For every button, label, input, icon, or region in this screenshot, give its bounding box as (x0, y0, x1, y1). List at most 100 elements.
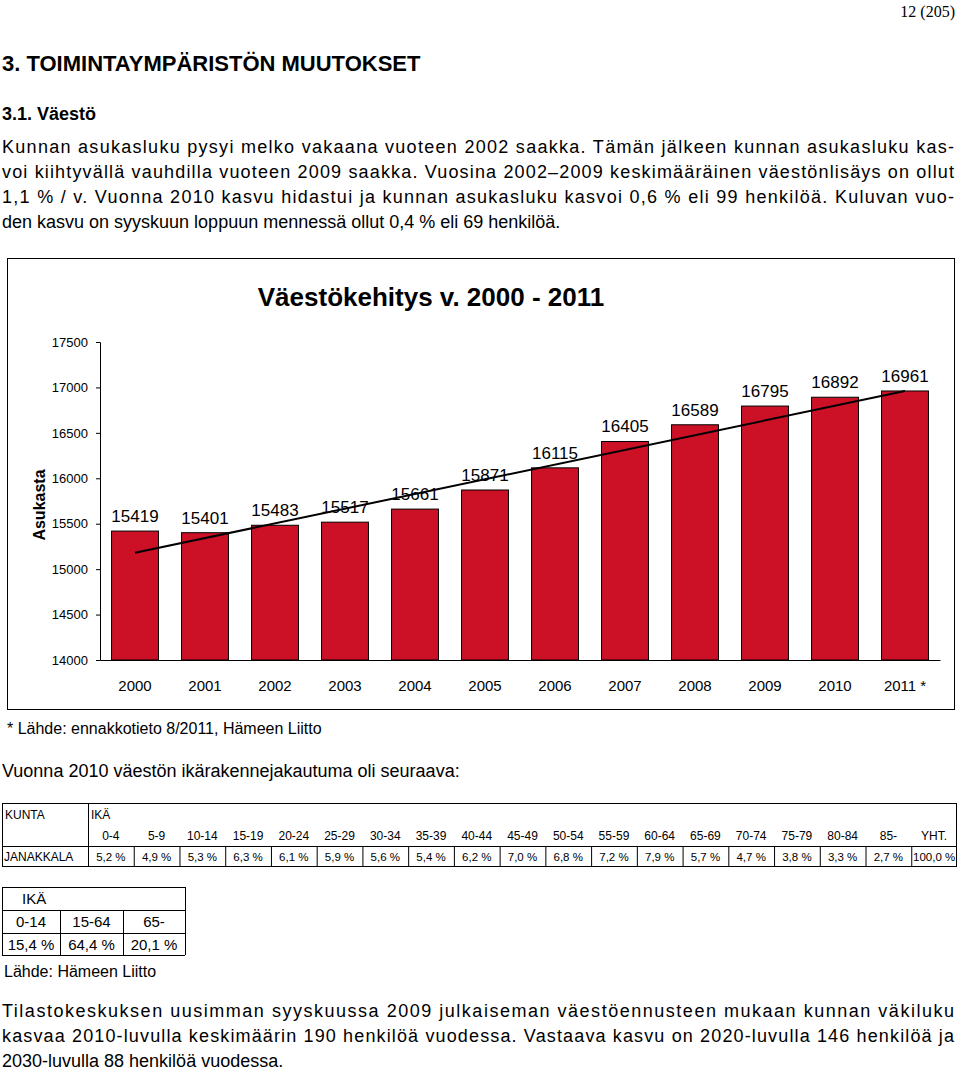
paragraph-line: Tilastokeskuksen uusimman syyskuussa 200… (2, 1001, 954, 1021)
paragraph-line: den kasvu on syyskuun loppuun mennessä o… (2, 212, 560, 232)
table-column-label: 15-64 (72, 913, 110, 930)
y-tick: 14000 (52, 653, 100, 668)
x-tick-label: 2003 (328, 677, 361, 694)
page-number: 12 (205) (900, 3, 955, 21)
data-label: 15419 (111, 507, 158, 526)
y-tick-mark (96, 569, 100, 570)
table-column-label: 5-9 (148, 829, 166, 843)
table-column-label: 15-19 (233, 829, 264, 843)
table-rule (637, 846, 638, 866)
table-rule (134, 846, 135, 866)
x-axis: 2000200120022003200420052006200720082009… (101, 660, 941, 694)
table-1: KUNTAIKÄ0-45-910-1415-1920-2425-2930-343… (2, 803, 957, 867)
data-label: 15517 (321, 498, 368, 517)
table-cell: 5,3 % (188, 851, 217, 863)
table-cell: 5,6 % (371, 851, 400, 863)
x-tick: 2007 (608, 660, 641, 694)
y-tick-label: 16000 (52, 471, 88, 486)
data-label: 16795 (741, 382, 788, 401)
table-rule (774, 846, 775, 866)
table-rule (88, 803, 89, 866)
table-rule (2, 866, 957, 867)
table-rule (408, 846, 409, 866)
table-rule (2, 803, 957, 804)
table-cell: 5,7 % (691, 851, 720, 863)
table-header: KUNTA (5, 808, 45, 822)
x-tick-label: 2002 (258, 677, 291, 694)
table-column-label: 0-14 (16, 913, 46, 930)
table-rule (545, 846, 546, 866)
table-title: Vuonna 2010 väestön ikärakennejakautuma … (2, 761, 460, 781)
x-tick: 2000 (118, 660, 151, 694)
table-column-label: 20-24 (278, 829, 309, 843)
table-rule (179, 846, 180, 866)
table-rule (2, 955, 185, 956)
y-tick: 16000 (52, 471, 100, 486)
paragraph-line: voi kiihtyvällä vauhdilla vuoteen 2009 s… (2, 162, 954, 182)
table-cell: 7,0 % (508, 851, 537, 863)
table-column-label: 60-64 (644, 829, 675, 843)
table-cell: 5,9 % (325, 851, 354, 863)
y-tick-mark (96, 387, 100, 388)
table-column-label: YHT. (921, 829, 947, 843)
y-tick-label: 15000 (52, 562, 88, 577)
table-rule (185, 887, 186, 955)
x-tick: 2008 (678, 660, 711, 694)
y-tick-mark (96, 660, 100, 661)
y-tick: 15500 (52, 516, 100, 531)
x-tick: 2009 (748, 660, 781, 694)
bar (602, 441, 649, 660)
y-tick: 14500 (52, 607, 100, 622)
table-cell: 3,3 % (828, 851, 857, 863)
table-column-label: 45-49 (507, 829, 538, 843)
data-label: 16961 (881, 367, 928, 386)
y-tick-mark (96, 615, 100, 616)
paragraph-line: 1,1 % / v. Vuonna 2010 kasvu hidastui ja… (2, 187, 954, 207)
table-rule (2, 803, 3, 866)
table-rule (454, 846, 455, 866)
table-rule (60, 910, 61, 955)
table-rule (123, 910, 124, 955)
page: 12 (205)3. TOIMINTAYMPÄRISTÖN MUUTOKSET3… (0, 0, 960, 1070)
x-tick-label: 2010 (818, 677, 851, 694)
bar (252, 525, 299, 660)
paragraph-line: kasvaa 2010-luvulla keskimäärin 190 henk… (2, 1026, 955, 1046)
table-column-label: 55-59 (599, 829, 630, 843)
table-cell: 64,4 % (68, 936, 115, 953)
x-axis-line (101, 660, 941, 661)
table-rule (317, 846, 318, 866)
y-tick-label: 14000 (52, 653, 88, 668)
x-tick-label: 2009 (748, 677, 781, 694)
table-2: IKÄ0-1415-6465-15,4 %64,4 %20,1 % (2, 887, 186, 956)
table-column-label: 35-39 (416, 829, 447, 843)
y-tick: 16500 (52, 426, 100, 441)
x-tick-label: 2006 (538, 677, 571, 694)
bar (812, 397, 859, 660)
bar (112, 531, 159, 660)
table-rule (362, 846, 363, 866)
data-label: 15871 (461, 466, 508, 485)
table-rule (2, 887, 185, 888)
plot-area (112, 391, 929, 660)
table-column-label: 10-14 (187, 829, 218, 843)
table-header: IKÄ (22, 890, 46, 907)
x-tick-label: 2004 (398, 677, 431, 694)
data-label: 16892 (811, 373, 858, 392)
y-tick-mark (96, 342, 100, 343)
table-column-label: 70-74 (736, 829, 767, 843)
bar (672, 425, 719, 660)
table-cell: 20,1 % (131, 936, 178, 953)
table-cell: 5,4 % (416, 851, 445, 863)
table-cell: 6,8 % (554, 851, 583, 863)
y-tick: 17500 (52, 335, 100, 350)
x-tick: 2006 (538, 660, 571, 694)
table-cell: 2,7 % (874, 851, 903, 863)
y-axis: 1400014500150001550016000165001700017500 (52, 335, 101, 668)
table-cell: 7,9 % (645, 851, 674, 863)
footnote: * Lähde: ennakkotieto 8/2011, Hämeen Lii… (7, 720, 322, 737)
table-cell: 4,9 % (142, 851, 171, 863)
data-label: 15661 (391, 485, 438, 504)
table-cell: 4,7 % (736, 851, 765, 863)
table-column-label: 85- (880, 829, 897, 843)
y-tick-label: 16500 (52, 426, 88, 441)
